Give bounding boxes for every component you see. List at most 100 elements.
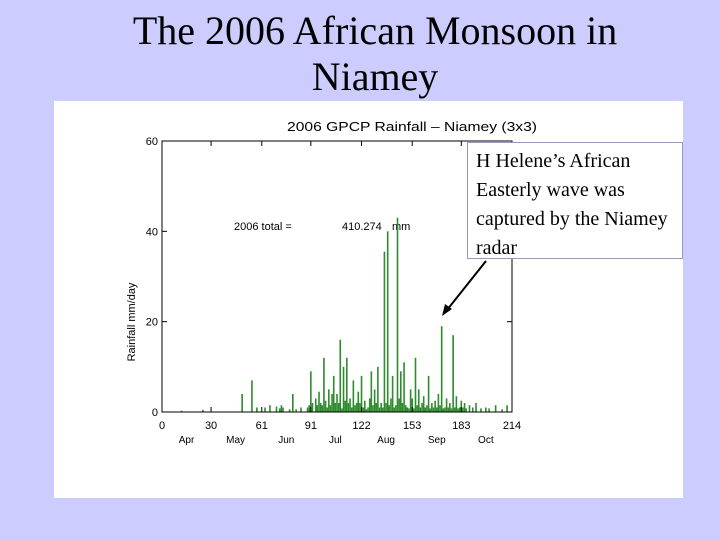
rain-bar-day-162	[426, 405, 428, 412]
rain-bar-day-200	[488, 408, 490, 412]
x-tick-label-4: 122	[352, 420, 370, 432]
rain-bar-day-99	[323, 357, 325, 412]
rain-bar-day-55	[251, 380, 253, 412]
rain-bar-day-12	[180, 410, 183, 412]
rain-bar-day-181	[457, 408, 459, 412]
rain-bar-day-183	[460, 400, 463, 412]
rain-bar-day-82	[295, 409, 297, 412]
rain-bar-day-103	[329, 405, 332, 412]
x-tick-label-3: 91	[305, 420, 317, 432]
rain-bar-day-121	[359, 402, 361, 412]
chart-title: 2006 GPCP Rainfall – Niamey (3x3)	[287, 119, 537, 134]
rain-bar-day-155	[414, 357, 417, 412]
rain-bar-day-73	[280, 405, 283, 412]
rain-bar-day-182	[458, 407, 461, 412]
x-tick-label-6: 183	[452, 420, 470, 432]
rain-bar-day-150	[406, 407, 409, 412]
rain-bar-day-167	[434, 400, 436, 412]
rain-bar-day-168	[435, 407, 438, 412]
rain-bar-day-142	[393, 407, 396, 412]
y-tick-label-0: 0	[152, 407, 158, 419]
callout-arrow-head	[442, 304, 452, 316]
rain-bar-day-90	[308, 405, 310, 412]
rainfall-chart: 2006 GPCP Rainfall – Niamey (3x3) Rainfa…	[126, 119, 537, 446]
rain-bar-day-148	[403, 362, 405, 412]
rain-bar-day-190	[471, 407, 474, 412]
rain-bar-day-112	[344, 400, 346, 412]
rain-bar-day-114	[347, 402, 350, 412]
rain-bar-day-126	[367, 407, 369, 412]
rain-bar-day-70	[275, 406, 278, 412]
rain-bar-day-66	[269, 405, 271, 412]
rain-bar-day-211	[506, 405, 508, 412]
callout-line-4: radar	[476, 237, 518, 259]
rain-bar-day-173	[444, 407, 446, 412]
x-tick-label-0: 0	[159, 420, 165, 432]
rain-bar-day-117	[352, 380, 355, 412]
rain-bar-day-140	[390, 398, 392, 412]
month-label-jun: Jun	[278, 435, 294, 446]
rain-bar-day-109	[339, 339, 342, 412]
rain-bar-day-92	[311, 402, 314, 412]
rain-bar-day-176	[449, 402, 451, 412]
rain-bar-day-180	[455, 396, 458, 412]
y-tick-label-2: 40	[146, 226, 158, 238]
rain-bar-day-74	[282, 407, 284, 412]
rain-bar-day-134	[380, 402, 382, 412]
rain-bar-day-110	[341, 408, 343, 412]
rain-bar-day-78	[288, 409, 291, 412]
rain-bar-day-130	[373, 389, 376, 412]
rain-bar-day-111	[342, 366, 345, 412]
rain-bar-day-102	[328, 389, 330, 412]
month-label-oct: Oct	[478, 435, 494, 446]
month-label-apr: Apr	[179, 435, 195, 446]
rain-bar-day-159	[421, 402, 423, 412]
total-annotation-unit: mm	[392, 221, 410, 233]
rain-bar-day-120	[357, 391, 360, 412]
x-tick-label-2: 61	[256, 420, 268, 432]
rain-bar-day-175	[447, 407, 450, 412]
rain-bar-day-185	[463, 402, 466, 412]
rain-bar-day-169	[437, 393, 440, 412]
callout-line-2: Easterly wave was	[476, 179, 625, 201]
rain-bar-day-63	[264, 407, 266, 412]
rain-bar-day-158	[419, 407, 422, 412]
rain-bar-day-179	[453, 407, 456, 412]
plot-frame	[161, 140, 513, 413]
rain-bar-day-107	[336, 393, 338, 412]
rain-bar-day-123	[362, 407, 364, 412]
rain-bar-day-80	[292, 393, 294, 412]
total-annotation-label: 2006 total =	[234, 221, 292, 233]
rain-bar-day-165	[431, 402, 433, 412]
rain-bar-day-144	[396, 217, 399, 412]
slide-title: The 2006 African Monsoon in Niamey	[0, 8, 720, 100]
rain-bar-day-85	[300, 407, 302, 412]
rain-bar-day-139	[388, 405, 391, 412]
slide-title-line-1: The 2006 African Monsoon in	[132, 8, 618, 53]
rain-bar-day-129	[372, 405, 374, 412]
rain-bar-day-89	[306, 407, 309, 412]
rain-bar-day-137	[385, 402, 387, 412]
rain-bar-day-157	[417, 389, 420, 412]
rain-bar-day-116	[350, 407, 353, 412]
rain-bar-day-174	[445, 398, 448, 412]
rain-bar-day-154	[413, 408, 415, 412]
rain-bar-day-98	[321, 405, 324, 412]
rain-bar-day-135	[381, 407, 384, 412]
x-tick-label-1: 30	[205, 420, 217, 432]
rain-bar-day-171	[440, 326, 443, 412]
rain-bar-day-101	[326, 407, 328, 412]
month-label-jul: Jul	[329, 435, 342, 446]
callout-line-3: captured by the Niamey	[476, 208, 668, 230]
rain-bar-day-95	[316, 405, 319, 412]
rain-bar-day-160	[422, 396, 425, 412]
rain-bar-day-132	[377, 366, 379, 412]
rain-bar-day-164	[429, 408, 432, 412]
rain-bar-day-124	[364, 400, 366, 412]
month-label-aug: Aug	[377, 435, 395, 446]
total-annotation-value: 410.274	[342, 221, 382, 233]
rain-bar-day-177	[450, 408, 453, 412]
rain-bar-day-119	[355, 402, 358, 412]
rain-bar-day-172	[442, 408, 445, 412]
callout-arrow-line	[446, 260, 487, 311]
